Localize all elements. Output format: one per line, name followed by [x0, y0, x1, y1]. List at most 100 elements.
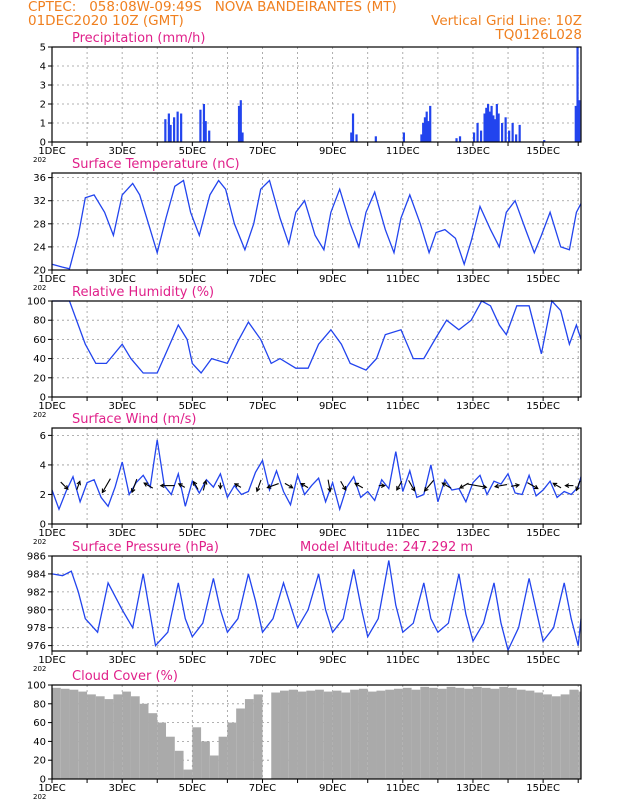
- x-tick-label: 7DEC: [249, 783, 276, 794]
- precip-bar: [208, 130, 211, 142]
- x-tick-label: 5DEC: [179, 401, 206, 412]
- y-tick-label: 60: [33, 335, 46, 346]
- cloud-bar: [192, 727, 202, 779]
- cloud-bar: [148, 713, 158, 779]
- header-run-id: TQ0126L028: [495, 27, 582, 43]
- x-tick-label: 9DEC: [319, 528, 346, 539]
- wind-arrow-shaft: [178, 483, 186, 488]
- cloud-bar: [87, 694, 96, 779]
- wind-arrow-shaft: [424, 479, 435, 492]
- precip-bar: [504, 117, 507, 142]
- wind-arrow-head: [76, 480, 81, 486]
- wind-arrow: [217, 482, 223, 490]
- x-tick-label: 15DEC: [526, 274, 560, 285]
- wind-arrow: [177, 483, 186, 488]
- wind-arrow: [441, 482, 452, 489]
- cloud-bar: [113, 694, 123, 779]
- panel-rh: Relative Humidity (%) 0 20 40 60 80 100 1DEC 3DE…: [27, 285, 582, 419]
- precip-bar: [479, 130, 483, 142]
- cloud-bar: [122, 691, 131, 779]
- series-line-rh: [52, 299, 582, 375]
- x-tick-label: 15DEC: [526, 783, 560, 794]
- y-tick-label: 80: [33, 699, 46, 710]
- cloud-bar: [227, 722, 237, 779]
- wind-arrow-shaft: [60, 481, 69, 490]
- cloud-bar: [464, 688, 473, 779]
- cloud-bar: [402, 687, 412, 779]
- cloud-bar: [534, 692, 544, 779]
- wind-arrow-head: [193, 480, 198, 486]
- cloud-bar: [394, 688, 403, 779]
- wind-arrow-head: [130, 488, 136, 494]
- wind-arrow-head: [266, 484, 272, 489]
- precip-bar: [423, 117, 427, 142]
- y-tick-label: 20: [33, 266, 46, 277]
- wind-arrow: [300, 483, 309, 489]
- precip-bar: [199, 109, 202, 142]
- x-tick-label: 13DEC: [456, 655, 490, 666]
- x-tick-label: 15DEC: [526, 528, 560, 539]
- panel-pressure: Surface Pressure (hPa) Model Altitude: 24…: [27, 540, 582, 673]
- x-year-label: 202: [33, 538, 46, 546]
- precip-bar: [374, 136, 377, 142]
- x-tick-label: 1DEC: [38, 401, 65, 412]
- panel-title-temp: Surface Temperature (nC): [72, 157, 240, 172]
- x-tick-label: 7DEC: [249, 655, 276, 666]
- wind-arrow-shaft: [511, 484, 520, 487]
- cloud-bar: [306, 690, 316, 779]
- x-tick-label: 3DEC: [108, 401, 135, 412]
- cloud-bar: [323, 691, 333, 779]
- precip-bar: [511, 123, 514, 142]
- cloud-bar: [472, 686, 482, 779]
- cloud-bar: [411, 689, 421, 779]
- x-tick-label: 5DEC: [179, 274, 206, 285]
- x-tick-label: 5DEC: [179, 655, 206, 666]
- y-tick-label: 0: [40, 775, 46, 786]
- x-tick-label: 9DEC: [319, 401, 346, 412]
- x-tick-label: 9DEC: [319, 783, 346, 794]
- precip-bar: [492, 115, 495, 142]
- x-tick-label: 3DEC: [108, 655, 135, 666]
- y-tick-label: 980: [27, 605, 46, 616]
- cloud-bar: [367, 691, 377, 779]
- wind-arrow: [284, 482, 294, 489]
- x-tick-label: 11DEC: [386, 528, 420, 539]
- x-tick-label: 1DEC: [38, 274, 65, 285]
- x-tick-label: 3DEC: [108, 528, 135, 539]
- wind-arrow-head: [143, 482, 149, 487]
- y-tick-label: 28: [33, 219, 46, 230]
- wind-arrow-shaft: [267, 483, 279, 489]
- cloud-bar: [60, 688, 70, 779]
- panel-title-pressure: Surface Pressure (hPa): [72, 540, 219, 555]
- precip-bar: [494, 119, 497, 142]
- cloud-bar: [499, 686, 509, 779]
- precip-bar: [173, 117, 176, 142]
- x-year-label: 202: [33, 156, 46, 164]
- header-grid-line: Vertical Grid Line: 10Z: [431, 13, 582, 29]
- y-tick-label: 36: [33, 173, 46, 184]
- wind-arrow-shaft: [340, 480, 347, 491]
- y-tick-label: 1: [40, 119, 46, 130]
- x-tick-label: 13DEC: [456, 783, 490, 794]
- y-tick-label: 978: [27, 623, 46, 634]
- x-tick-label: 15DEC: [526, 401, 560, 412]
- y-tick-label: 5: [40, 43, 46, 54]
- x-tick-label: 5DEC: [179, 528, 206, 539]
- panel-title-wind: Surface Wind (m/s): [72, 412, 196, 427]
- panel-wind: Surface Wind (m/s) 0 2 4 6 1DEC 3DEC 5DEC 7DEC 9D…: [33, 412, 582, 546]
- y-tick-label: 24: [33, 242, 46, 253]
- x-tick-label: 1DEC: [38, 146, 65, 157]
- wind-arrow-shaft: [408, 480, 416, 492]
- wind-arrow: [60, 481, 69, 490]
- x-tick-label: 13DEC: [456, 528, 490, 539]
- y-tick-label: 982: [27, 587, 46, 598]
- wind-arrow-shaft: [442, 482, 452, 489]
- cloud-bar: [543, 694, 552, 779]
- x-tick-label: 7DEC: [249, 274, 276, 285]
- wind-arrow-head: [233, 483, 239, 488]
- cloud-bar: [253, 694, 263, 779]
- x-year-label: 202: [33, 284, 46, 292]
- wind-arrow-head: [441, 482, 447, 487]
- y-tick-label: 60: [33, 718, 46, 729]
- panel-frame: [51, 300, 582, 398]
